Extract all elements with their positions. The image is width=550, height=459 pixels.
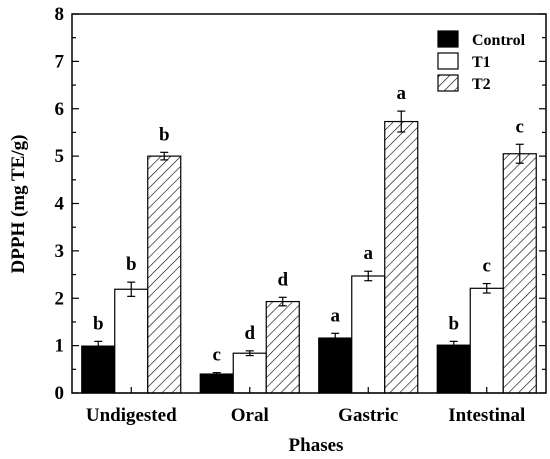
bar (265, 300, 300, 394)
y-tick-label: 6 (55, 99, 65, 120)
significance-label: a (397, 83, 407, 104)
bar (384, 120, 419, 394)
y-tick-label: 3 (55, 241, 65, 262)
y-tick-label: 4 (55, 194, 65, 215)
legend-label: T1 (472, 54, 491, 71)
legend-label: T2 (472, 76, 491, 93)
bars-group: b b b c d d a a a b c c (81, 83, 537, 394)
significance-label: b (448, 313, 459, 334)
legend-swatch (437, 30, 459, 48)
x-tick-label: Oral (231, 405, 269, 426)
significance-label: a (364, 243, 374, 264)
x-axis-title: Phases (289, 435, 344, 456)
bar (351, 275, 386, 394)
legend-swatch (437, 74, 459, 92)
legend-label: Control (472, 32, 526, 49)
bar (147, 155, 182, 394)
bar (114, 288, 149, 394)
y-tick-label: 5 (55, 146, 65, 167)
axes-group: 0 1 2 3 4 5 6 7 8 Undigested Oral Gastric Intestinal (55, 4, 547, 426)
significance-label: d (277, 269, 288, 290)
bar (232, 352, 267, 394)
x-tick-label: Gastric (338, 405, 398, 426)
significance-label: c (516, 116, 524, 137)
significance-label: b (93, 313, 104, 334)
significance-label: b (126, 254, 137, 275)
y-tick-label: 0 (55, 383, 65, 404)
significance-label: d (244, 323, 255, 344)
legend-swatch (437, 52, 459, 70)
bar (199, 373, 234, 394)
bar (318, 337, 353, 394)
bar (436, 344, 471, 394)
bar (502, 153, 537, 394)
legend: Control T1 T2 (437, 30, 526, 93)
x-tick-label: Intestinal (448, 405, 525, 426)
y-tick-label: 8 (55, 4, 65, 25)
y-tick-label: 1 (55, 336, 65, 357)
significance-label: a (331, 305, 341, 326)
x-tick-label: Undigested (86, 405, 177, 426)
y-axis-title: DPPH (mg TE/g) (8, 135, 29, 274)
significance-label: c (213, 345, 221, 366)
y-tick-label: 7 (55, 51, 65, 72)
bar (81, 345, 116, 394)
significance-label: b (159, 124, 170, 145)
significance-label: c (483, 256, 491, 277)
y-tick-label: 2 (55, 288, 65, 309)
bar (469, 287, 504, 394)
